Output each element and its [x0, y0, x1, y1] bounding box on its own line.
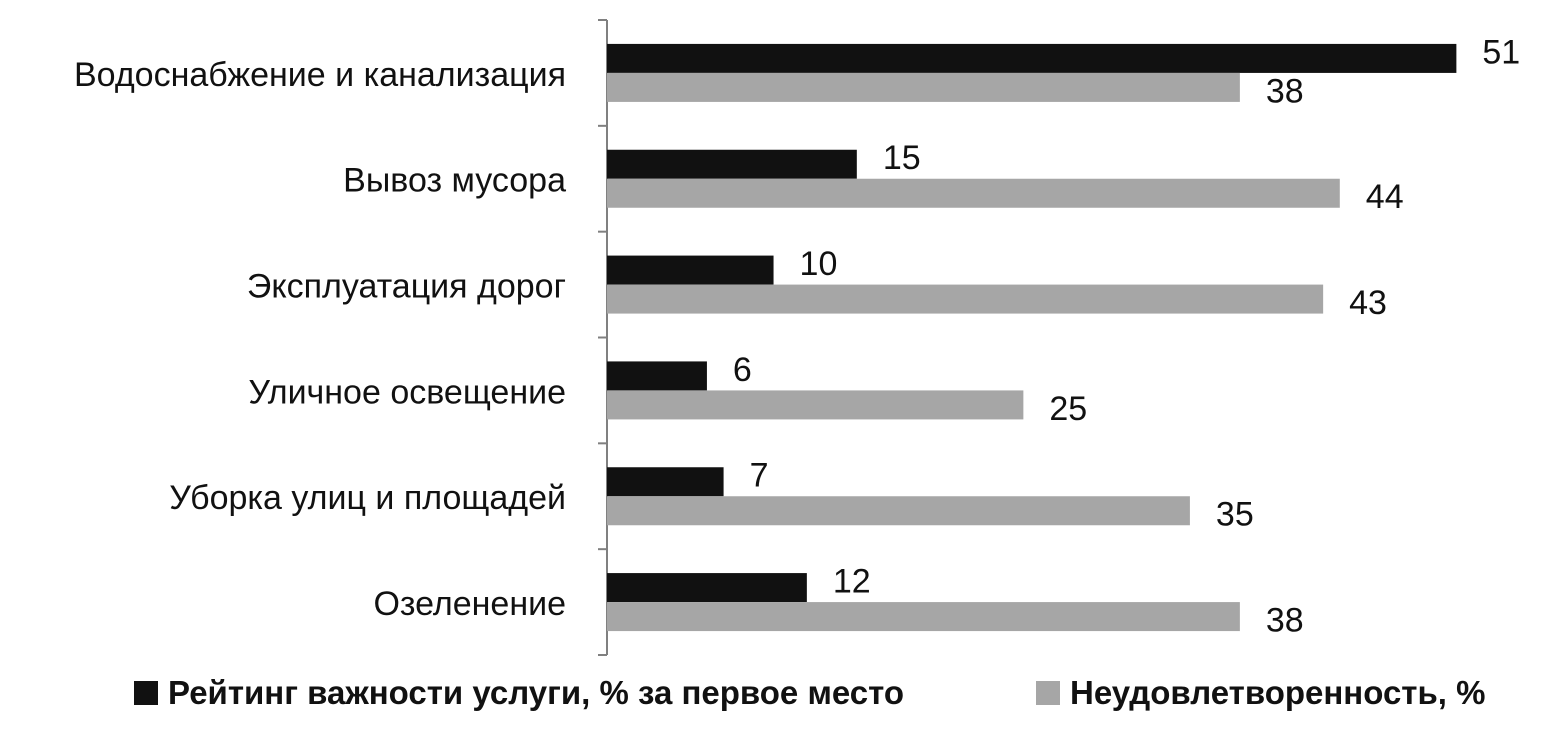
legend-swatch-importance	[134, 681, 158, 705]
bar-series-0	[607, 43, 1457, 73]
value-label-series-0: 15	[883, 139, 921, 177]
bars	[607, 43, 1457, 632]
value-label-series-0: 7	[750, 457, 769, 495]
value-label-series-1: 38	[1266, 72, 1304, 110]
value-label-series-1: 38	[1266, 602, 1304, 640]
legend-item-dissatisfaction: Неудовлетворенность, %	[1036, 665, 1485, 721]
bar-series-1	[607, 602, 1240, 632]
bar-series-1	[607, 284, 1324, 314]
value-label-series-1: 35	[1216, 496, 1254, 534]
bar-series-1	[607, 496, 1190, 526]
category-label: Водоснабжение и канализация	[74, 56, 566, 94]
axis-group	[598, 19, 608, 656]
value-labels: 51 38 15 44 10 43 6 25 7 35 12 38	[733, 33, 1520, 639]
category-label: Уборка улиц и площадей	[169, 479, 566, 517]
bar-series-1	[607, 390, 1024, 420]
value-label-series-0: 6	[733, 351, 752, 389]
legend: Рейтинг важности услуги, % за первое мес…	[0, 665, 1543, 721]
bar-series-0	[607, 255, 774, 285]
bar-series-0	[607, 573, 807, 603]
value-label-series-0: 12	[833, 563, 871, 601]
legend-swatch-dissatisfaction	[1036, 681, 1060, 705]
bar-series-1	[607, 72, 1240, 102]
value-label-series-1: 44	[1366, 178, 1404, 216]
category-label: Озеленение	[373, 585, 566, 623]
category-label: Эксплуатация дорог	[247, 268, 566, 306]
value-label-series-1: 25	[1049, 390, 1087, 428]
bar-series-0	[607, 149, 857, 179]
bar-series-0	[607, 467, 724, 497]
category-label: Уличное освещение	[248, 373, 566, 411]
category-labels: Водоснабжение и канализация Вывоз мусора Э…	[74, 56, 566, 623]
bar-series-0	[607, 361, 707, 391]
bar-chart: Водоснабжение и канализация Вывоз мусора Э…	[74, 19, 1520, 656]
value-label-series-0: 10	[800, 245, 838, 283]
legend-item-importance: Рейтинг важности услуги, % за первое мес…	[134, 665, 904, 721]
bar-series-1	[607, 178, 1340, 208]
value-label-series-0: 51	[1482, 33, 1520, 71]
legend-label-importance: Рейтинг важности услуги, % за первое мес…	[168, 674, 905, 711]
legend-label-dissatisfaction: Неудовлетворенность, %	[1070, 674, 1486, 711]
value-label-series-1: 43	[1349, 284, 1387, 322]
category-label: Вывоз мусора	[343, 162, 566, 200]
